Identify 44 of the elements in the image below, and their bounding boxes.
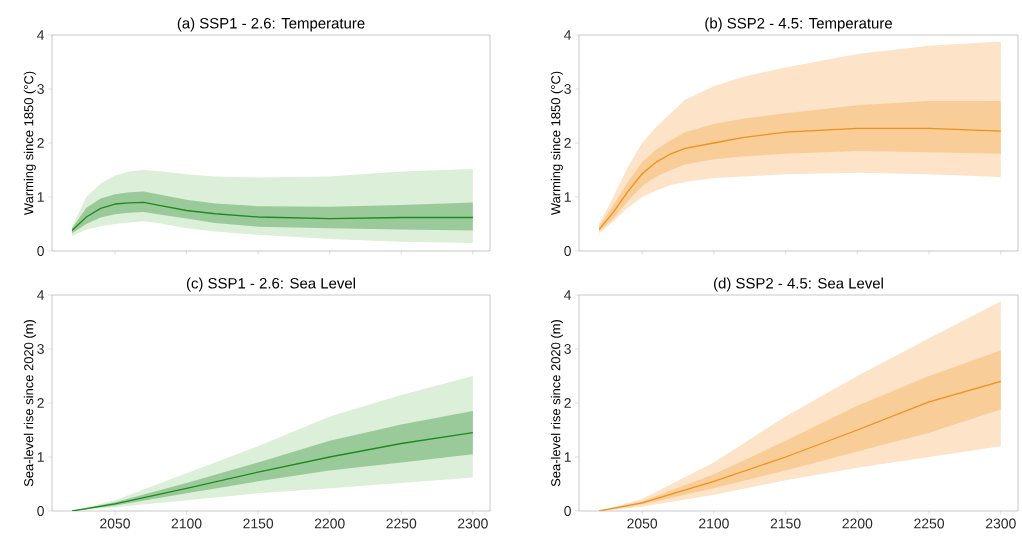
y-axis-title: Sea-level rise since 2020 (m) (23, 319, 36, 487)
y-axis-title: Sea-level rise since 2020 (m) (550, 319, 563, 487)
y-axis-title: Warming since 1850 (°C) (550, 71, 563, 216)
y-tick-label: 3 (564, 344, 571, 354)
x-tick-label: 2150 (243, 518, 274, 529)
y-tick-label: 3 (564, 84, 571, 94)
y-tick-label: 4 (37, 30, 45, 40)
y-tick-label: 1 (564, 452, 571, 462)
chart-title: (d) SSP2 - 4.5: Sea Level (714, 277, 883, 292)
line-series (598, 380, 1002, 511)
y-tick-label: 4 (564, 290, 572, 300)
y-tick-label: 3 (37, 84, 44, 94)
y-tick-label: 0 (37, 506, 44, 516)
chart-title: (a) SSP1 - 2.6: Temperature (177, 17, 365, 32)
y-axis-title: Warming since 1850 (°C) (23, 71, 36, 216)
x-tick-label: 2250 (386, 518, 417, 529)
y-tick-label: 0 (564, 246, 571, 256)
y-tick-label: 2 (564, 138, 571, 148)
x-tick-label: 2200 (842, 518, 873, 529)
line-series (598, 127, 1002, 231)
y-tick-label: 0 (564, 506, 571, 516)
chart-title: (b) SSP2 - 4.5: Temperature (705, 17, 892, 32)
x-tick-label: 2300 (458, 518, 488, 529)
y-tick-label: 4 (37, 290, 45, 300)
x-tick-label: 2200 (314, 518, 345, 529)
line-series (71, 432, 474, 511)
y-tick-label: 3 (37, 344, 44, 354)
x-tick-label: 2100 (699, 518, 729, 529)
y-tick-label: 2 (37, 398, 44, 408)
y-tick-label: 1 (37, 192, 44, 202)
y-tick-label: 0 (37, 246, 44, 256)
chart-title: (c) SSP1 - 2.6: Sea Level (186, 277, 355, 292)
line-series (71, 201, 474, 232)
x-tick-label: 2250 (914, 518, 945, 529)
y-tick-label: 2 (37, 138, 44, 148)
y-tick-label: 4 (564, 30, 572, 40)
x-tick-label: 2100 (171, 518, 202, 529)
y-tick-label: 1 (564, 192, 571, 202)
y-tick-label: 2 (564, 398, 571, 408)
x-tick-label: 2150 (770, 518, 801, 529)
x-tick-label: 2050 (627, 518, 658, 529)
x-tick-label: 2300 (985, 518, 1016, 529)
y-tick-label: 1 (37, 452, 44, 462)
x-tick-label: 2050 (100, 518, 130, 529)
